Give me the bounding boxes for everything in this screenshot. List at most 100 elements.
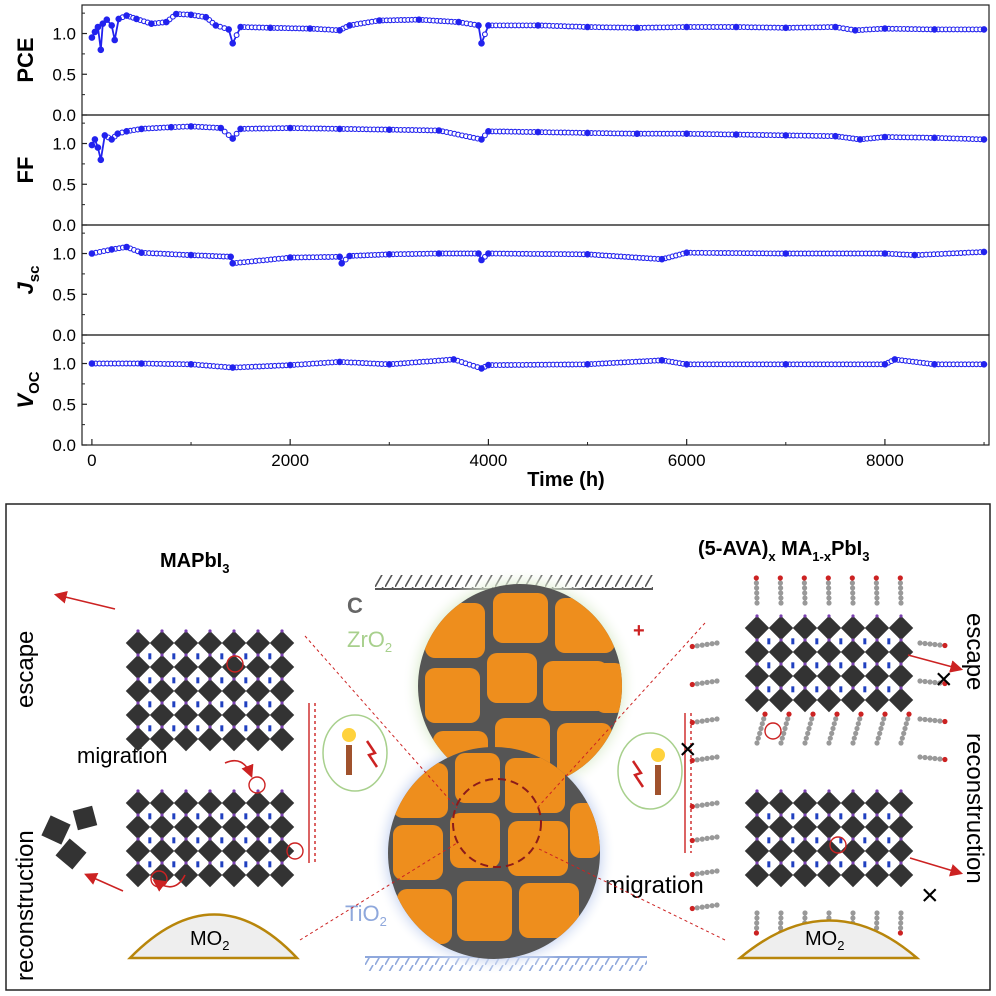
zoom-connectors xyxy=(299,622,726,941)
iodide xyxy=(827,614,831,618)
data-point xyxy=(225,26,232,33)
octahedron xyxy=(245,726,271,752)
spacer-atom xyxy=(758,725,764,732)
octahedron xyxy=(864,838,890,864)
spacer-atom xyxy=(778,740,784,746)
data-point xyxy=(732,131,740,138)
spacer-atom xyxy=(850,910,856,916)
spacer-atom xyxy=(785,716,791,722)
spacer-atom xyxy=(802,595,808,601)
iodide xyxy=(232,725,236,729)
data-point xyxy=(455,18,463,26)
spacer-atom xyxy=(850,590,856,596)
spacer-atom xyxy=(714,754,720,760)
octahedron xyxy=(269,838,295,864)
spacer-atom xyxy=(778,910,784,916)
data-point xyxy=(336,253,344,261)
cation xyxy=(268,701,272,708)
data-point xyxy=(172,10,180,18)
iodide xyxy=(256,789,260,793)
iodide xyxy=(779,813,783,817)
octahedron xyxy=(149,654,175,680)
cation xyxy=(767,638,771,645)
iodide xyxy=(256,813,260,817)
grain-cell xyxy=(570,803,600,858)
iodide xyxy=(160,701,164,705)
x-tick-label: 8000 xyxy=(866,451,904,470)
spacer-atom xyxy=(849,580,856,586)
spacer-atom xyxy=(937,680,943,686)
data-point xyxy=(99,20,107,28)
iodide xyxy=(280,789,284,793)
data-point xyxy=(346,22,353,29)
data-point xyxy=(534,22,542,29)
y-tick-label: 0.0 xyxy=(52,106,76,125)
iodide xyxy=(232,813,236,817)
cation xyxy=(887,813,891,820)
octahedron xyxy=(173,678,199,704)
data-point xyxy=(97,46,105,54)
iodide xyxy=(208,701,212,705)
spacer-atom xyxy=(689,905,695,912)
spacer-atom xyxy=(709,755,715,761)
spacer-atom xyxy=(825,580,832,586)
spacer-atom xyxy=(699,642,705,648)
octahedron xyxy=(840,838,866,864)
spacer-atom xyxy=(874,915,880,921)
data-point xyxy=(485,22,492,29)
spacer-atom xyxy=(694,643,700,649)
spacer-atom xyxy=(689,643,695,650)
left-escape-label: escape xyxy=(12,631,39,708)
data-point xyxy=(856,136,864,143)
data-point xyxy=(478,136,485,143)
spacer-atom xyxy=(694,837,700,843)
iodide xyxy=(851,789,855,793)
spacer-atom xyxy=(826,585,832,591)
zoom-circle xyxy=(452,778,542,868)
cation xyxy=(887,837,891,844)
cation xyxy=(887,861,891,868)
spacer-atom xyxy=(704,801,710,807)
data-point xyxy=(683,361,691,368)
spacer-atom xyxy=(778,920,784,926)
iodide xyxy=(280,813,284,817)
data-point xyxy=(336,125,344,133)
iodide xyxy=(755,789,759,793)
cation xyxy=(791,638,795,645)
data-point xyxy=(485,250,492,257)
cation xyxy=(172,677,176,684)
data-point xyxy=(88,360,96,367)
cation xyxy=(268,677,272,684)
y-tick-label: 0.0 xyxy=(52,216,76,235)
data-point xyxy=(881,25,889,32)
data-point xyxy=(101,132,109,139)
data-point xyxy=(286,361,294,369)
spacer-atom xyxy=(917,716,923,722)
data-point xyxy=(475,22,482,29)
x-tick-label: 6000 xyxy=(668,451,706,470)
iodide xyxy=(827,789,831,793)
cation xyxy=(172,837,176,844)
ion-arrows xyxy=(53,591,964,892)
data-point xyxy=(227,253,234,261)
octahedron xyxy=(221,702,247,728)
data-point xyxy=(881,133,889,141)
iodide xyxy=(851,686,855,690)
spacer-atom xyxy=(942,718,948,725)
svg-text:MO2: MO2 xyxy=(190,928,229,953)
migration-range-arrows xyxy=(308,703,692,863)
spacer-atom xyxy=(917,640,923,646)
data-point xyxy=(342,256,349,263)
cation xyxy=(815,662,819,669)
spacer-atom xyxy=(927,717,933,723)
cation xyxy=(839,837,843,844)
spacer-atom xyxy=(874,740,880,746)
iodide xyxy=(899,686,903,690)
cation xyxy=(196,837,200,844)
iodide xyxy=(755,861,759,865)
spacer-atom xyxy=(777,575,783,581)
data-point xyxy=(478,365,485,372)
octahedron xyxy=(888,814,914,840)
octahedron xyxy=(245,702,271,728)
cation xyxy=(196,677,200,684)
